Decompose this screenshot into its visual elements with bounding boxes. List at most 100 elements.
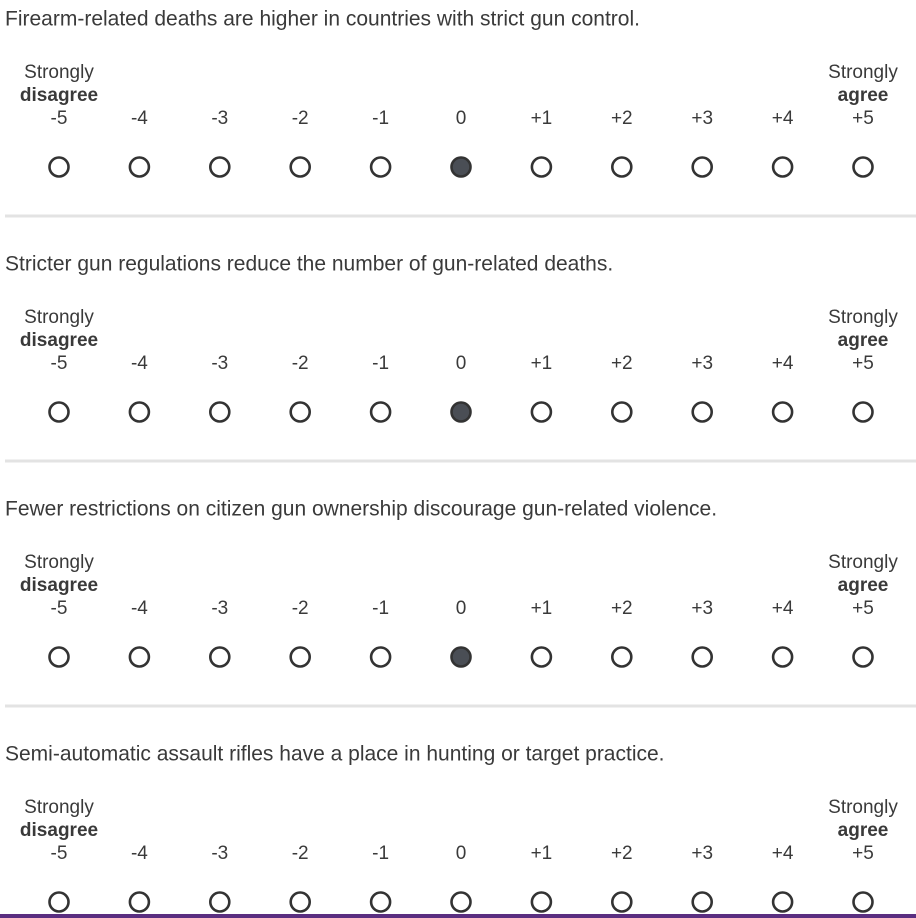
scale-left-top: Strongly xyxy=(24,307,94,328)
radio-button[interactable] xyxy=(610,646,633,668)
radio-button[interactable] xyxy=(771,891,794,913)
scale-point-label: +4 xyxy=(772,353,794,374)
scale-point-label: -3 xyxy=(211,353,228,374)
scale-point-label: +3 xyxy=(691,598,713,619)
radio-button[interactable] xyxy=(852,891,874,913)
radio-button[interactable] xyxy=(610,156,633,178)
scale-point-label: -4 xyxy=(131,353,148,374)
scale-point-label: -3 xyxy=(211,108,228,129)
scale-left-top: Strongly xyxy=(24,552,94,573)
scale-point-label: -5 xyxy=(51,108,68,129)
scale-point-label: 0 xyxy=(456,843,467,864)
scale-right-top: Strongly xyxy=(828,62,898,83)
radio-button[interactable] xyxy=(209,891,231,913)
radio-button[interactable] xyxy=(369,891,392,913)
question-prompt: Semi-automatic assault rifles have a pla… xyxy=(5,743,665,766)
radio-button[interactable] xyxy=(530,646,553,668)
scale-left-top: Strongly xyxy=(24,797,94,818)
scale-point-label: +2 xyxy=(611,843,633,864)
radio-button[interactable] xyxy=(852,646,874,668)
scale-point-label: -4 xyxy=(131,598,148,619)
scale-point-label: +2 xyxy=(611,353,633,374)
scale-point-label: -1 xyxy=(372,598,389,619)
radio-button[interactable] xyxy=(289,891,312,913)
scale-point-label: +4 xyxy=(772,108,794,129)
scale-right-top: Strongly xyxy=(828,307,898,328)
scale-right-top: Strongly xyxy=(828,797,898,818)
radio-button[interactable] xyxy=(128,646,151,668)
radio-button[interactable] xyxy=(450,646,472,668)
scale-point-label: -1 xyxy=(372,108,389,129)
scale-right-top: Strongly xyxy=(828,552,898,573)
radio-button[interactable] xyxy=(48,891,70,913)
scale-point-label: 0 xyxy=(456,353,467,374)
scale-point-label: -2 xyxy=(292,108,309,129)
radio-button[interactable] xyxy=(771,646,794,668)
radio-button[interactable] xyxy=(369,646,392,668)
radio-button[interactable] xyxy=(289,646,312,668)
scale-point-label: +1 xyxy=(531,108,553,129)
radio-button[interactable] xyxy=(852,401,874,423)
radio-button[interactable] xyxy=(48,646,70,668)
scale-point-label: -5 xyxy=(51,353,68,374)
scale-point-label: +2 xyxy=(611,108,633,129)
scale-left-bottom: disagree xyxy=(20,575,98,596)
scale-point-label: -4 xyxy=(131,108,148,129)
radio-button[interactable] xyxy=(369,156,392,178)
scale-point-label: -1 xyxy=(372,353,389,374)
radio-button[interactable] xyxy=(209,156,231,178)
radio-button[interactable] xyxy=(691,156,714,178)
scale-point-label: +4 xyxy=(772,598,794,619)
scale-point-label: 0 xyxy=(456,108,467,129)
scale-point-label: +5 xyxy=(852,843,874,864)
radio-button[interactable] xyxy=(289,401,312,423)
radio-button[interactable] xyxy=(128,891,151,913)
scale-point-label: -4 xyxy=(131,843,148,864)
scale-point-label: +5 xyxy=(852,353,874,374)
radio-button[interactable] xyxy=(209,401,231,423)
scale-point-label: +5 xyxy=(852,598,874,619)
scale-point-label: +1 xyxy=(531,598,553,619)
radio-button[interactable] xyxy=(48,401,70,423)
scale-right-bottom: agree xyxy=(838,575,889,596)
bottom-bar xyxy=(0,914,916,918)
scale-left-bottom: disagree xyxy=(20,330,98,351)
scale-point-label: -3 xyxy=(211,598,228,619)
radio-button[interactable] xyxy=(691,891,714,913)
scale-point-label: -5 xyxy=(51,843,68,864)
scale-left-top: Strongly xyxy=(24,62,94,83)
radio-button[interactable] xyxy=(530,156,553,178)
radio-button[interactable] xyxy=(691,401,714,423)
scale-point-label: +2 xyxy=(611,598,633,619)
scale-point-label: 0 xyxy=(456,598,467,619)
radio-button[interactable] xyxy=(48,156,70,178)
question-prompt: Stricter gun regulations reduce the numb… xyxy=(5,253,613,276)
radio-button[interactable] xyxy=(450,156,472,178)
radio-button[interactable] xyxy=(691,646,714,668)
radio-button[interactable] xyxy=(289,156,312,178)
radio-button[interactable] xyxy=(530,891,553,913)
radio-button[interactable] xyxy=(209,646,231,668)
scale-point-label: -2 xyxy=(292,353,309,374)
radio-button[interactable] xyxy=(771,401,794,423)
scale-point-label: -2 xyxy=(292,843,309,864)
question-prompt: Firearm-related deaths are higher in cou… xyxy=(5,8,640,31)
scale-right-bottom: agree xyxy=(838,820,889,841)
radio-button[interactable] xyxy=(610,891,633,913)
scale-point-label: -3 xyxy=(211,843,228,864)
radio-button[interactable] xyxy=(128,156,151,178)
scale-left-bottom: disagree xyxy=(20,820,98,841)
radio-button[interactable] xyxy=(128,401,151,423)
radio-button[interactable] xyxy=(530,401,553,423)
scale-point-label: +3 xyxy=(691,108,713,129)
radio-button[interactable] xyxy=(450,891,472,913)
radio-button[interactable] xyxy=(610,401,633,423)
radio-button[interactable] xyxy=(771,156,794,178)
scale-point-label: -5 xyxy=(51,598,68,619)
radio-button[interactable] xyxy=(450,401,472,423)
scale-point-label: -1 xyxy=(372,843,389,864)
radio-button[interactable] xyxy=(852,156,874,178)
scale-point-label: +1 xyxy=(531,353,553,374)
radio-button[interactable] xyxy=(369,401,392,423)
